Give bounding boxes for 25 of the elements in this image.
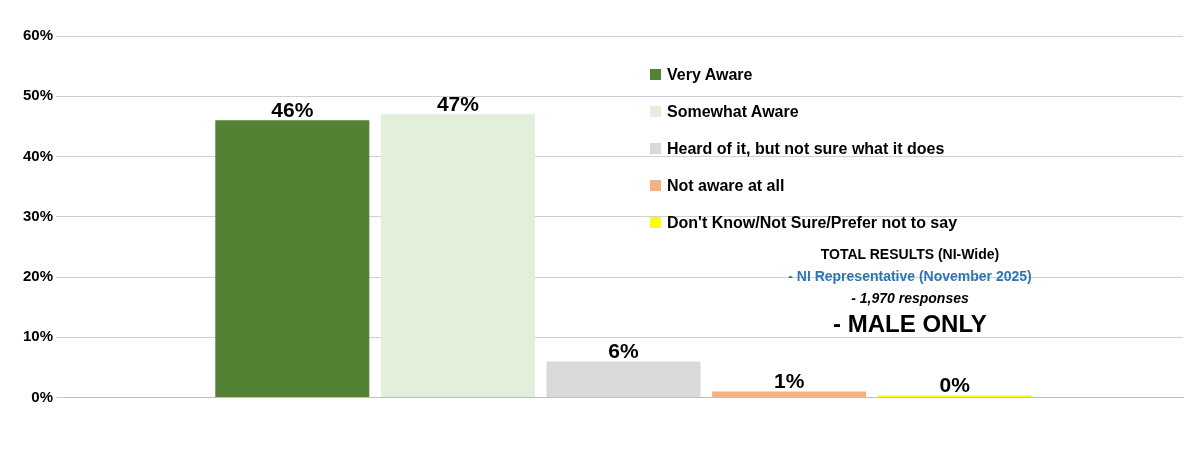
data-label: 46% [271, 97, 314, 121]
y-tick-label: 10% [22, 327, 54, 345]
legend-label: Very Aware [667, 65, 753, 84]
y-tick-label: 60% [22, 26, 54, 44]
y-tick-label: 20% [22, 267, 54, 285]
annotation: - NI Representative (November 2025) [787, 268, 1033, 284]
data-label: 47% [436, 91, 480, 115]
bar [215, 120, 370, 398]
legend-label: Heard of it, but not sure what it does [667, 139, 945, 158]
bar [546, 361, 701, 398]
y-tick-label: 30% [22, 206, 54, 224]
y-tick-label: 40% [22, 146, 54, 164]
legend-label: Somewhat Aware [667, 102, 799, 121]
data-label: 6% [608, 338, 640, 362]
annotation: - MALE ONLY [832, 310, 988, 338]
y-tick-label: 0% [31, 387, 54, 405]
data-label: 1% [773, 368, 805, 392]
data-label: 0% [939, 372, 971, 396]
bar [712, 391, 867, 398]
y-tick-label: 50% [22, 86, 54, 104]
legend-label: Not aware at all [667, 176, 785, 195]
annotation: - 1,970 responses [850, 290, 970, 306]
legend-label: Don't Know/Not Sure/Prefer not to say [667, 213, 958, 232]
bar [380, 114, 535, 398]
annotation: TOTAL RESULTS (NI-Wide) [819, 246, 1001, 262]
